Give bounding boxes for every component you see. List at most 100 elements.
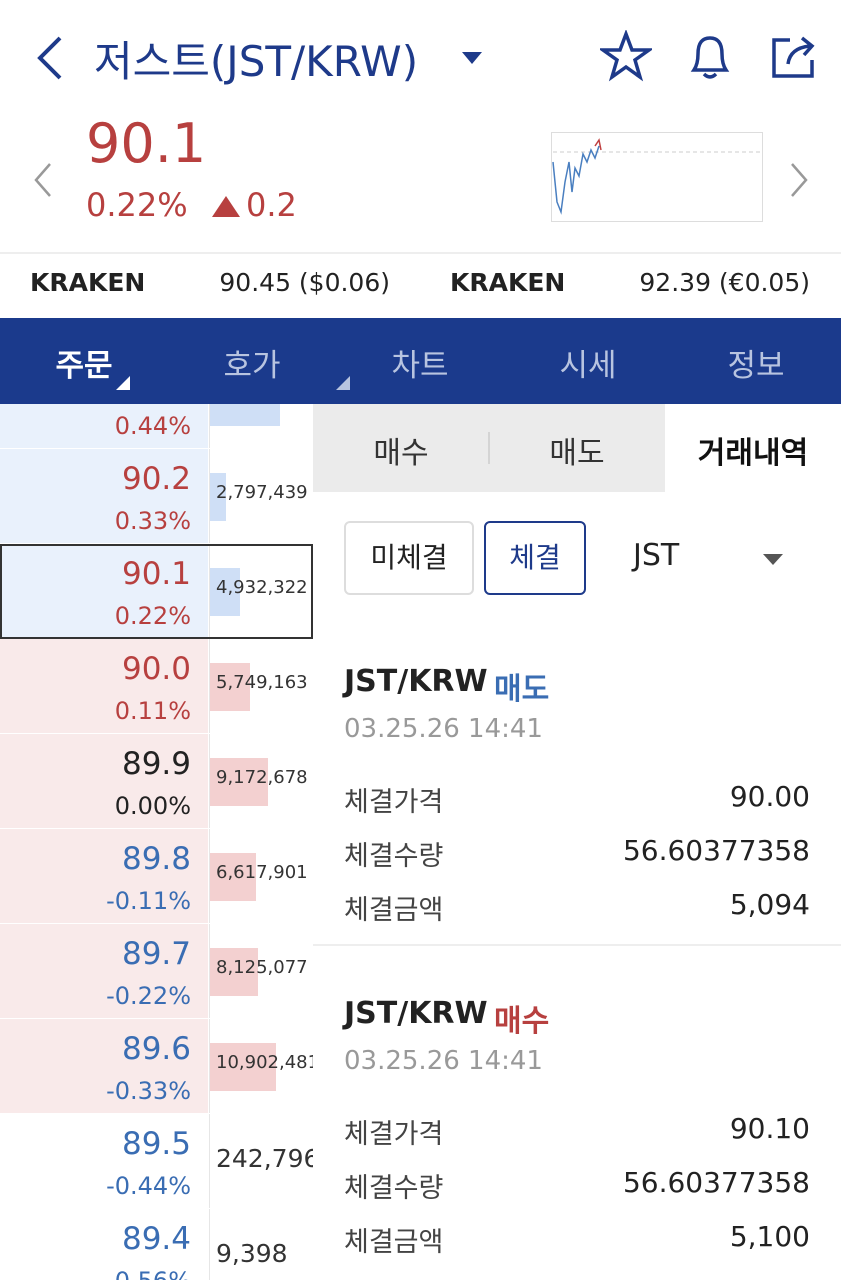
dropdown-icon[interactable] xyxy=(460,48,486,68)
row-rate: 0.22% xyxy=(114,602,191,630)
sparkline xyxy=(551,132,763,222)
row-rate: 0.00% xyxy=(114,792,191,820)
row-price: 89.7 xyxy=(121,936,191,972)
exchange-price: 90.45 ($0.06) xyxy=(219,268,390,297)
volume-bar xyxy=(210,853,256,901)
filter-button[interactable]: 체결 xyxy=(484,521,586,595)
field-value: 56.60377358 xyxy=(622,834,810,867)
coin-select-arrow xyxy=(763,554,783,565)
trade-divider xyxy=(313,944,841,946)
field-value: 56.60377358 xyxy=(622,1166,810,1199)
order-tab-bg xyxy=(665,404,841,492)
orderbook: 0.44% 90.2 0.33% 2,797,439 90.1 0.22% 4,932,32… xyxy=(0,404,313,1280)
row-rate: 0.33% xyxy=(114,507,191,535)
title[interactable]: 저스트(JST/KRW) xyxy=(94,37,419,86)
order-tab[interactable]: 매수 xyxy=(373,436,429,471)
volume-bar xyxy=(210,568,240,616)
row-price: 89.6 xyxy=(121,1031,191,1067)
alarm-icon[interactable] xyxy=(684,30,736,82)
row-volume: 242,796 xyxy=(216,1144,313,1173)
price-cell xyxy=(0,1209,208,1280)
tab[interactable]: 정보 xyxy=(727,348,785,384)
field-value: 5,094 xyxy=(729,888,810,921)
row-volume: 9,172,678 xyxy=(216,767,308,788)
price-cell xyxy=(0,1019,208,1114)
row-rate: 0.11% xyxy=(114,697,191,725)
up-triangle xyxy=(212,196,240,217)
tab-bar: 주문 호가 차트 시세 정보 xyxy=(0,318,841,404)
row-volume: 2,797,439 xyxy=(216,482,308,503)
row-volume: 9,398 xyxy=(216,1239,288,1268)
field-label: 체결금액 xyxy=(344,895,444,926)
tab[interactable]: 시세 xyxy=(559,348,617,384)
selected-border xyxy=(0,544,313,639)
change-rate: 0.22% xyxy=(86,186,188,224)
row-volume: 10,902,481 xyxy=(216,1052,313,1073)
price-cell xyxy=(0,544,208,639)
volume-bar xyxy=(210,473,226,521)
back-button[interactable] xyxy=(30,30,70,86)
field-value: 5,100 xyxy=(729,1220,810,1253)
change-amount: 0.2 xyxy=(246,186,297,224)
order-tab-bg xyxy=(313,404,489,492)
tab[interactable]: 주문 xyxy=(55,348,113,384)
tab-corner xyxy=(116,376,130,390)
favorite-icon[interactable] xyxy=(600,30,652,82)
orderbook-row[interactable]: 89.7 -0.22% 8,125,077 xyxy=(0,924,313,1019)
exchange-name: KRAKEN xyxy=(450,268,566,297)
price-cell xyxy=(0,404,208,449)
volume-cell xyxy=(209,1209,313,1280)
orderbook-row[interactable]: 90.2 0.33% 2,797,439 xyxy=(0,449,313,544)
trade-pair: JST/KRW xyxy=(344,996,488,1031)
order-tab[interactable]: 거래내역 xyxy=(697,436,809,471)
volume-cell xyxy=(209,1114,313,1208)
price-cell xyxy=(0,449,208,544)
row-rate: -0.11% xyxy=(106,887,191,915)
filter-button[interactable]: 미체결 xyxy=(344,521,474,595)
field-label: 체결수량 xyxy=(344,1173,444,1204)
trade-side: 매도 xyxy=(494,672,550,707)
row-rate: -0.56% xyxy=(106,1267,191,1280)
volume-bar xyxy=(210,1043,276,1091)
orderbook-row[interactable]: 89.8 -0.11% 6,617,901 xyxy=(0,829,313,924)
row-price: 90.1 xyxy=(121,556,191,592)
field-value: 90.00 xyxy=(729,780,810,813)
row-price: 90.0 xyxy=(121,651,191,687)
row-volume: 8,125,077 xyxy=(216,957,308,978)
price-cell xyxy=(0,924,208,1019)
prev-arrow[interactable] xyxy=(30,160,54,200)
orderbook-row[interactable]: 89.5 -0.44% 242,796 xyxy=(0,1114,313,1209)
divider xyxy=(0,252,841,254)
orderbook-row[interactable]: 89.4 -0.56% 9,398 xyxy=(0,1209,313,1280)
orderbook-row[interactable]: 90.0 0.11% 5,749,163 xyxy=(0,639,313,734)
orderbook-row[interactable]: 90.1 0.22% 4,932,322 xyxy=(0,544,313,639)
orderbook-row[interactable]: 89.9 0.00% 9,172,678 xyxy=(0,734,313,829)
tab[interactable]: 호가 xyxy=(223,348,281,384)
price-cell xyxy=(0,1114,208,1209)
tab[interactable]: 차트 xyxy=(391,348,449,384)
orderbook-row[interactable]: 0.44% xyxy=(0,404,313,449)
row-rate: -0.44% xyxy=(106,1172,191,1200)
field-label: 체결금액 xyxy=(344,1227,444,1258)
row-rate: -0.22% xyxy=(106,982,191,1010)
row-price: 89.5 xyxy=(121,1126,191,1162)
price-cell xyxy=(0,639,208,734)
coin-select[interactable]: JST xyxy=(633,538,680,573)
trade-time: 03.25.26 14:41 xyxy=(344,714,543,744)
order-tab-bg xyxy=(489,404,665,492)
price-cell xyxy=(0,734,208,829)
share-icon[interactable] xyxy=(768,30,820,82)
row-price: 90.2 xyxy=(121,461,191,497)
current-price: 90.1 xyxy=(86,112,207,175)
volume-bar xyxy=(210,758,268,806)
exchange-price: 92.39 (€0.05) xyxy=(639,268,810,297)
volume-bar xyxy=(210,404,280,426)
order-tab[interactable]: 매도 xyxy=(549,436,605,471)
row-volume: 6,617,901 xyxy=(216,862,308,883)
orderbook-row[interactable]: 89.6 -0.33% 10,902,481 xyxy=(0,1019,313,1114)
row-rate: 0.44% xyxy=(114,412,191,440)
next-arrow[interactable] xyxy=(788,160,812,200)
exchange-name: KRAKEN xyxy=(30,268,146,297)
row-rate: -0.33% xyxy=(106,1077,191,1105)
